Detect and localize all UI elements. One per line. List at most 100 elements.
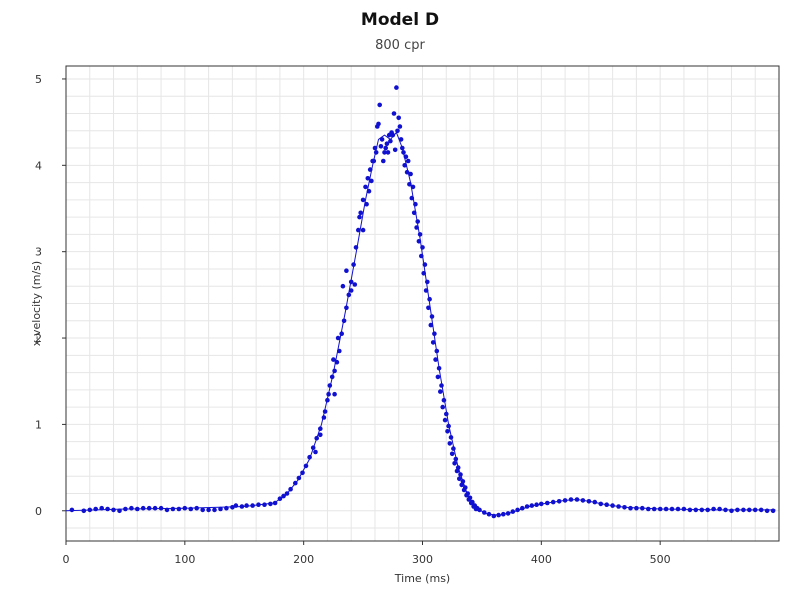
data-point bbox=[429, 314, 435, 319]
data-point bbox=[409, 195, 415, 201]
y-tick-label: 2 bbox=[35, 332, 42, 345]
x-tick-label: 200 bbox=[293, 553, 314, 566]
data-point bbox=[194, 505, 199, 511]
data-point bbox=[428, 322, 434, 328]
data-point bbox=[129, 505, 134, 511]
data-point bbox=[413, 201, 418, 207]
data-point bbox=[396, 115, 402, 121]
x-axis-label: Time (ms) bbox=[394, 572, 450, 585]
data-point bbox=[372, 145, 378, 151]
data-point bbox=[445, 429, 450, 434]
data-point bbox=[164, 507, 170, 513]
data-point bbox=[404, 169, 410, 175]
data-point bbox=[358, 210, 364, 216]
data-point bbox=[407, 182, 412, 187]
data-point bbox=[158, 505, 164, 511]
data-point bbox=[313, 449, 318, 455]
data-point bbox=[604, 502, 609, 508]
data-point bbox=[640, 505, 645, 511]
data-point bbox=[723, 507, 728, 513]
data-point bbox=[277, 496, 283, 502]
data-point bbox=[415, 219, 421, 224]
data-point bbox=[348, 279, 354, 285]
data-point bbox=[392, 147, 398, 153]
data-point bbox=[212, 507, 217, 513]
data-point bbox=[461, 487, 467, 493]
data-point bbox=[402, 163, 408, 168]
data-point bbox=[360, 197, 366, 203]
data-point bbox=[758, 507, 764, 513]
data-point bbox=[505, 511, 511, 516]
series-points bbox=[69, 85, 776, 519]
data-point bbox=[562, 498, 568, 503]
data-point bbox=[586, 499, 592, 504]
data-point bbox=[482, 510, 487, 515]
data-point bbox=[281, 493, 286, 499]
data-point bbox=[580, 498, 586, 503]
data-point bbox=[592, 499, 598, 505]
data-point bbox=[711, 506, 716, 512]
data-point bbox=[444, 411, 449, 417]
data-point bbox=[657, 506, 663, 512]
data-point bbox=[123, 506, 128, 512]
data-point bbox=[378, 144, 384, 149]
data-point bbox=[391, 111, 397, 116]
chart-subtitle: 800 cpr bbox=[375, 38, 425, 53]
data-point bbox=[81, 508, 87, 514]
data-point bbox=[529, 503, 535, 508]
data-point bbox=[329, 374, 335, 380]
data-point bbox=[140, 505, 146, 511]
data-point bbox=[272, 500, 278, 506]
data-point bbox=[296, 475, 302, 481]
data-point bbox=[268, 501, 273, 507]
data-point bbox=[146, 505, 152, 511]
data-point bbox=[534, 502, 539, 508]
data-point bbox=[568, 497, 574, 502]
data-point bbox=[426, 305, 431, 311]
data-point bbox=[466, 497, 472, 502]
y-tick-label: 5 bbox=[35, 73, 42, 86]
data-point bbox=[230, 505, 235, 510]
data-point bbox=[628, 505, 633, 511]
data-point bbox=[458, 472, 463, 477]
data-point bbox=[352, 282, 358, 287]
data-point bbox=[515, 507, 520, 513]
data-point bbox=[705, 507, 710, 513]
data-point bbox=[334, 359, 340, 365]
data-point bbox=[303, 463, 309, 469]
data-point bbox=[717, 506, 722, 512]
data-point bbox=[486, 511, 492, 517]
x-tick-label: 300 bbox=[412, 553, 433, 566]
data-point bbox=[385, 150, 391, 155]
data-point bbox=[449, 451, 455, 457]
data-point bbox=[105, 506, 110, 512]
data-point bbox=[468, 500, 474, 506]
data-point bbox=[729, 508, 734, 514]
data-point bbox=[439, 383, 444, 388]
data-point bbox=[284, 491, 290, 496]
data-point bbox=[699, 507, 705, 513]
data-point bbox=[425, 279, 430, 285]
data-point bbox=[422, 262, 428, 267]
data-point bbox=[419, 253, 424, 259]
data-point bbox=[379, 137, 385, 142]
data-point bbox=[310, 445, 316, 451]
y-tick-label: 3 bbox=[35, 246, 42, 259]
data-point bbox=[233, 503, 239, 508]
data-point bbox=[176, 506, 182, 512]
data-point bbox=[741, 507, 746, 513]
y-tick-label: 1 bbox=[35, 418, 42, 431]
data-point bbox=[325, 397, 330, 403]
data-point bbox=[414, 225, 419, 230]
data-point bbox=[440, 404, 446, 410]
data-point bbox=[327, 383, 333, 388]
data-point bbox=[427, 296, 432, 302]
data-point bbox=[669, 506, 675, 512]
data-point bbox=[365, 176, 371, 181]
data-point bbox=[332, 368, 337, 374]
data-point bbox=[747, 507, 752, 513]
data-point bbox=[371, 158, 377, 164]
data-point bbox=[244, 503, 249, 508]
data-point bbox=[200, 507, 205, 513]
data-point bbox=[432, 331, 437, 337]
